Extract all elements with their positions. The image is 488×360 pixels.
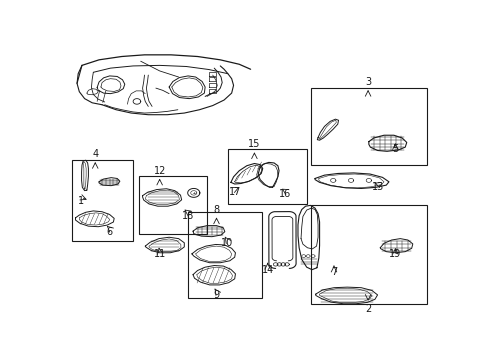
Bar [311, 205, 426, 304]
Text: 5: 5 [391, 144, 398, 154]
Text: 9: 9 [213, 290, 219, 300]
Bar [139, 176, 206, 234]
Text: 13: 13 [371, 183, 383, 192]
Text: 17: 17 [229, 187, 241, 197]
Text: 18: 18 [182, 211, 194, 221]
Bar [188, 212, 262, 298]
Text: 10: 10 [220, 238, 232, 248]
Text: 1: 1 [78, 195, 84, 206]
Text: 15: 15 [248, 139, 260, 149]
Text: 4: 4 [92, 149, 98, 159]
Bar [227, 149, 307, 204]
Text: 16: 16 [279, 189, 291, 199]
Bar [311, 87, 426, 165]
Text: 14: 14 [261, 265, 273, 275]
Bar [72, 159, 133, 242]
Text: 12: 12 [153, 166, 165, 176]
Text: 2: 2 [364, 304, 370, 314]
Text: 6: 6 [106, 227, 112, 237]
Text: 11: 11 [153, 249, 165, 260]
Text: 3: 3 [364, 77, 370, 87]
Text: 8: 8 [213, 204, 219, 215]
Text: 7: 7 [330, 267, 336, 278]
Text: 19: 19 [388, 249, 401, 259]
